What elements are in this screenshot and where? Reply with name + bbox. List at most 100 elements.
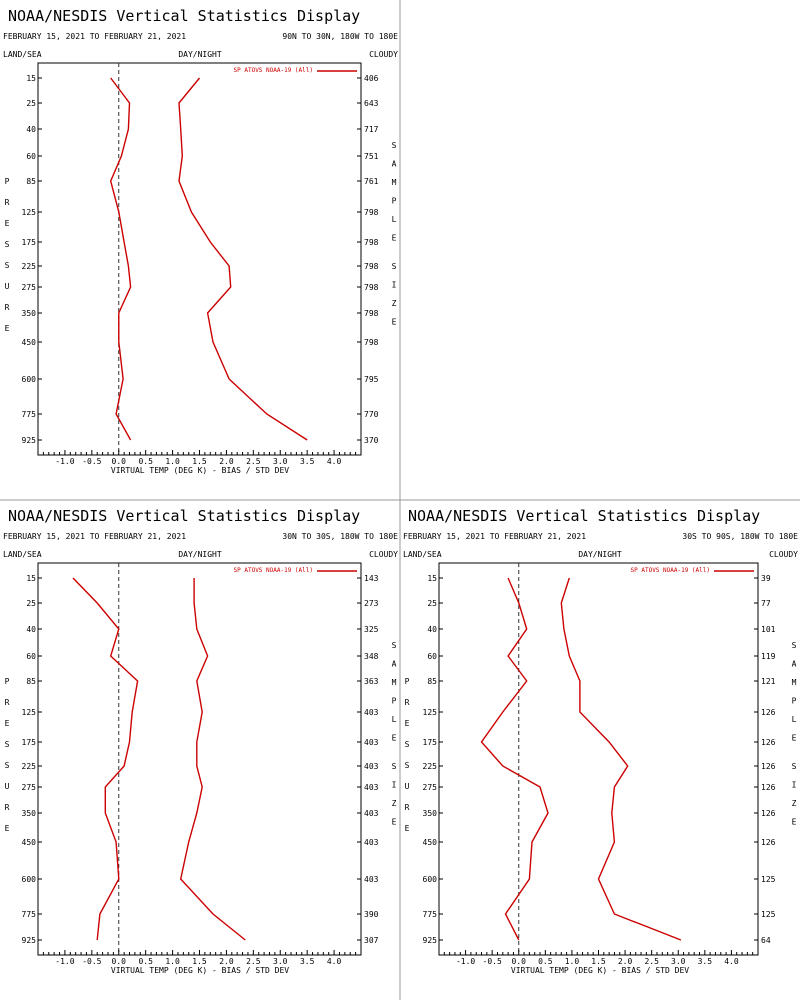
sample-size-value: 64 [761, 936, 771, 945]
x-tick-label: 0.5 [538, 957, 553, 966]
sample-size-value: 717 [364, 125, 379, 134]
y-axis-title-letter: E [5, 324, 10, 333]
legend-label: SP ATOVS NOAA-19 (All) [631, 567, 710, 574]
day-night-label: DAY/NIGHT [578, 550, 622, 559]
right-axis-title-letter: M [392, 678, 397, 687]
y-axis-title-letter: U [5, 782, 10, 791]
x-tick-label: 3.5 [300, 457, 315, 466]
x-tick-label: 1.0 [165, 957, 180, 966]
sample-size-value: 126 [761, 738, 776, 747]
pressure-tick-label: 775 [22, 910, 37, 919]
x-tick-label: 3.5 [698, 957, 713, 966]
x-tick-label: 2.5 [246, 457, 261, 466]
x-tick-label: 0.5 [138, 457, 153, 466]
right-axis-title-letter: A [392, 660, 397, 669]
pressure-tick-label: 225 [22, 762, 37, 771]
y-axis-title-letter: E [5, 824, 10, 833]
sample-size-value: 77 [761, 599, 771, 608]
sample-size-value: 403 [364, 809, 379, 818]
pressure-tick-label: 40 [26, 625, 36, 634]
chart-title: NOAA/NESDIS Vertical Statistics Display [8, 7, 360, 25]
x-tick-label: 2.0 [219, 957, 234, 966]
pressure-tick-label: 15 [26, 574, 36, 583]
y-axis-title-letter: R [5, 698, 10, 707]
sample-size-value: 307 [364, 936, 379, 945]
sample-size-value: 348 [364, 652, 379, 661]
land-sea-label: LAND/SEA [403, 550, 442, 559]
x-tick-label: 3.0 [273, 957, 288, 966]
sample-size-value: 273 [364, 599, 379, 608]
right-axis-title-letter: L [792, 715, 797, 724]
pressure-tick-label: 225 [22, 262, 37, 271]
pressure-tick-label: 225 [423, 762, 438, 771]
plot-frame [438, 562, 759, 956]
pressure-tick-label: 175 [22, 238, 37, 247]
day-night-label: DAY/NIGHT [178, 550, 222, 559]
sample-size-value: 125 [761, 875, 776, 884]
x-tick-label: 1.0 [165, 457, 180, 466]
sample-size-value: 126 [761, 838, 776, 847]
y-axis-title-letter: E [405, 824, 410, 833]
pressure-tick-label: 275 [22, 283, 37, 292]
sample-size-value: 770 [364, 410, 379, 419]
sample-size-value: 403 [364, 838, 379, 847]
y-axis-title-letter: S [405, 740, 410, 749]
chart-title: NOAA/NESDIS Vertical Statistics Display [8, 507, 360, 525]
x-tick-label: -1.0 [55, 457, 74, 466]
pressure-tick-label: 775 [22, 410, 37, 419]
pressure-tick-label: 350 [423, 809, 438, 818]
pressure-tick-label: 600 [423, 875, 438, 884]
cloudy-label: CLOUDY [369, 50, 398, 59]
pressure-tick-label: 175 [423, 738, 438, 747]
sample-size-value: 125 [761, 910, 776, 919]
right-axis-title-letter: M [392, 178, 397, 187]
sample-size-value: 370 [364, 436, 379, 445]
bias-series-line [109, 77, 132, 441]
right-axis-title-letter: A [392, 160, 397, 169]
y-axis-title-letter: U [5, 282, 10, 291]
x-axis-label: VIRTUAL TEMP (DEG K) - BIAS / STD DEV [511, 966, 689, 975]
x-tick-label: 0.0 [112, 457, 127, 466]
x-axis-label: VIRTUAL TEMP (DEG K) - BIAS / STD DEV [111, 966, 289, 975]
pressure-tick-label: 125 [22, 708, 37, 717]
x-tick-label: 4.0 [327, 957, 342, 966]
std-dev-series-line [179, 578, 246, 941]
sample-size-value: 101 [761, 625, 776, 634]
sample-size-value: 798 [364, 283, 379, 292]
sample-size-value: 126 [761, 762, 776, 771]
right-axis-title-letter: P [392, 197, 397, 206]
pressure-tick-label: 25 [427, 599, 437, 608]
cloudy-label: CLOUDY [769, 550, 798, 559]
right-axis-title-letter: E [792, 734, 797, 743]
date-range: FEBRUARY 15, 2021 TO FEBRUARY 21, 2021 [403, 532, 586, 541]
pressure-tick-label: 85 [427, 677, 437, 686]
pressure-tick-label: 350 [22, 309, 37, 318]
pressure-tick-label: 40 [26, 125, 36, 134]
right-axis-title-letter: E [792, 818, 797, 827]
right-axis-title-letter: P [392, 697, 397, 706]
sample-size-value: 643 [364, 99, 379, 108]
pressure-tick-label: 25 [26, 99, 36, 108]
land-sea-label: LAND/SEA [3, 550, 42, 559]
sample-size-value: 403 [364, 738, 379, 747]
y-axis-title-letter: R [5, 803, 10, 812]
right-axis-title-letter: S [792, 762, 797, 771]
sample-size-value: 126 [761, 783, 776, 792]
y-axis-title-letter: S [5, 740, 10, 749]
right-axis-title-letter: I [792, 781, 797, 790]
y-axis-title-letter: E [405, 719, 410, 728]
right-axis-title-letter: S [392, 141, 397, 150]
date-range: FEBRUARY 15, 2021 TO FEBRUARY 21, 2021 [3, 32, 186, 41]
x-tick-label: 2.0 [219, 457, 234, 466]
x-tick-label: -0.5 [483, 957, 502, 966]
pressure-tick-label: 275 [22, 783, 37, 792]
sample-size-value: 126 [761, 809, 776, 818]
x-tick-label: 1.5 [192, 957, 207, 966]
pressure-tick-label: 775 [423, 910, 438, 919]
x-tick-label: 4.0 [724, 957, 739, 966]
sample-size-value: 403 [364, 783, 379, 792]
plot-frame [37, 62, 362, 456]
land-sea-label: LAND/SEA [3, 50, 42, 59]
sample-size-value: 121 [761, 677, 776, 686]
pressure-tick-label: 125 [22, 208, 37, 217]
